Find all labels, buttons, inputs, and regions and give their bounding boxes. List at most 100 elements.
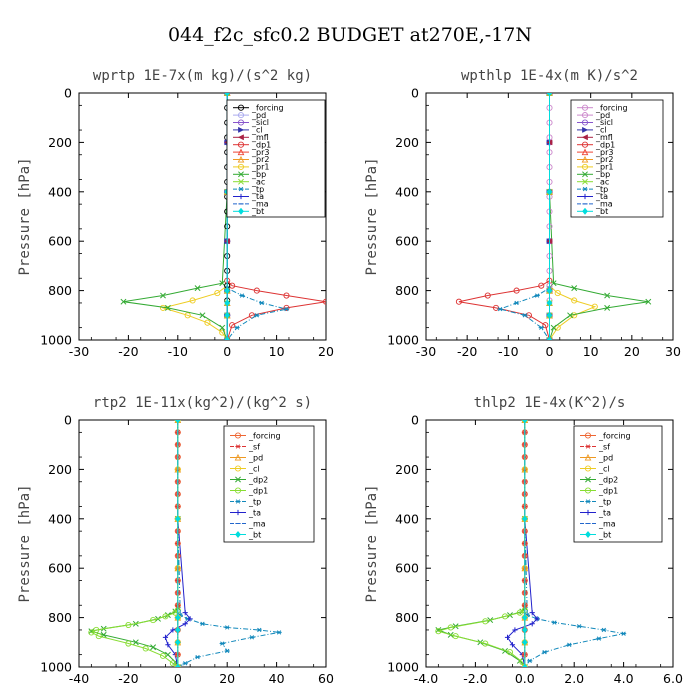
y-tick-label: 800: [48, 610, 72, 625]
legend: _forcing_pd_sicl_cl_mfl_dp1_pr3_pr2_pr1_…: [570, 99, 664, 218]
legend-marker: [234, 453, 242, 461]
data-point-ta: [182, 621, 188, 627]
data-point-dp1: [447, 624, 454, 631]
data-point-dp1: [452, 633, 459, 640]
data-point-dp1: [516, 609, 523, 616]
data-point-tp: [276, 630, 282, 635]
panel-title: wprtp 1E-7x(m kg)/(s^2 kg): [93, 68, 312, 84]
legend-marker: [238, 193, 244, 200]
chart-panel-3: rtp2 1E-11x(kg^2)/(kg^2 s) Pressure [hPa]…: [17, 395, 334, 686]
x-tick-label: -30: [416, 344, 436, 359]
data-point-dp1: [482, 618, 489, 625]
data-point-bt: [224, 287, 231, 295]
data-point-tp: [527, 658, 533, 663]
legend-label: _dp2: [248, 476, 268, 485]
data-point-bt: [546, 188, 553, 196]
data-point-ta: [170, 627, 176, 633]
legend-marker: [582, 171, 588, 178]
data-point-bp: [219, 324, 226, 331]
data-point-tp: [576, 624, 582, 629]
x-tick-label: -20: [118, 671, 138, 686]
legend-marker: [238, 186, 244, 192]
data-point-dp1: [125, 621, 132, 629]
data-point-bp: [571, 285, 578, 292]
x-tick-label: 60: [318, 671, 334, 686]
x-tick-label: 0: [546, 344, 554, 359]
series-group: [435, 420, 627, 667]
legend-marker: [582, 193, 588, 200]
data-point-pr1: [219, 329, 226, 336]
legend-label: _dp2: [598, 476, 618, 485]
y-tick-label: 200: [48, 135, 72, 150]
x-tick-label: -10: [168, 344, 188, 359]
series-line-bp: [123, 93, 228, 340]
data-point-dp1: [506, 649, 514, 656]
data-point-tp: [182, 661, 188, 666]
y-tick-label: 200: [395, 135, 419, 150]
y-tick-label: 0: [64, 413, 72, 428]
data-point-bt: [174, 663, 181, 667]
x-tick-label: 30: [665, 344, 681, 359]
y-tick-label: 800: [395, 610, 419, 625]
data-point-tp: [194, 654, 201, 660]
data-point-bt: [224, 93, 231, 97]
y-tick-label: 200: [48, 462, 72, 477]
legend-label: _sf: [248, 443, 260, 452]
y-tick-label: 0: [64, 86, 72, 101]
plot-frame: [78, 419, 327, 668]
data-point-ta: [504, 634, 511, 640]
data-point-tp: [551, 620, 558, 625]
legend-label: _dp1: [595, 140, 615, 149]
legend-marker: [584, 432, 592, 439]
data-point-dp1: [322, 298, 326, 305]
data-point-dp1: [283, 292, 290, 299]
legend-label: _dp1: [248, 487, 268, 496]
data-point-tp: [541, 650, 548, 655]
data-point-tp: [566, 642, 572, 647]
data-point-ac: [546, 337, 553, 340]
x-tick-label: 40: [269, 671, 285, 686]
data-point-tp: [283, 306, 290, 312]
data-point-tp: [219, 641, 225, 646]
data-point-bt: [521, 515, 528, 523]
y-tick-label: 200: [395, 462, 419, 477]
data-point-dp1: [501, 613, 509, 620]
series-line-ta: [506, 420, 538, 667]
data-point-tp: [224, 648, 230, 654]
data-point-tp: [534, 293, 540, 298]
x-tick-label: -2.0: [463, 671, 487, 686]
data-point-tp: [254, 313, 260, 318]
legend-label: _pd: [248, 454, 263, 463]
legend-label: _cl: [248, 465, 260, 474]
data-point-dp1: [169, 660, 176, 667]
data-point-dp1: [150, 617, 157, 624]
data-point-ta: [509, 642, 516, 648]
data-point-dp2: [150, 644, 157, 651]
data-point-bt: [521, 626, 528, 634]
legend-label: _ma: [598, 520, 616, 529]
data-point-dp1: [484, 292, 491, 299]
data-point-tp: [199, 621, 206, 626]
chart-panel-2: wpthlp 1E-4x(m K)/s^2 Pressure [hPa] -30 -2…: [364, 68, 681, 359]
legend-label: _ta: [598, 509, 611, 518]
y-tick-label: 800: [395, 283, 419, 298]
y-tick-label: 800: [48, 283, 72, 298]
data-point-bp: [550, 324, 557, 331]
legend-marker: [582, 186, 588, 192]
legend-label: _cl: [251, 126, 263, 135]
data-point-bp: [199, 312, 206, 319]
legend-label: _bp: [595, 170, 610, 179]
y-tick-label: 600: [395, 561, 419, 576]
x-tick-label: 20: [318, 344, 334, 359]
y-tick-label: 1000: [387, 333, 419, 348]
data-point-tp: [621, 631, 627, 636]
y-tick-label: 400: [395, 184, 419, 199]
data-point-ta: [162, 634, 169, 640]
panel-title: thlp2 1E-4x(K^2)/s: [474, 395, 626, 411]
legend-marker: [581, 155, 589, 163]
data-point-bp: [567, 312, 574, 319]
legend-marker: [235, 476, 241, 483]
data-point-tp: [249, 635, 255, 640]
data-point-bp: [645, 298, 652, 305]
legend-marker: [237, 141, 245, 148]
